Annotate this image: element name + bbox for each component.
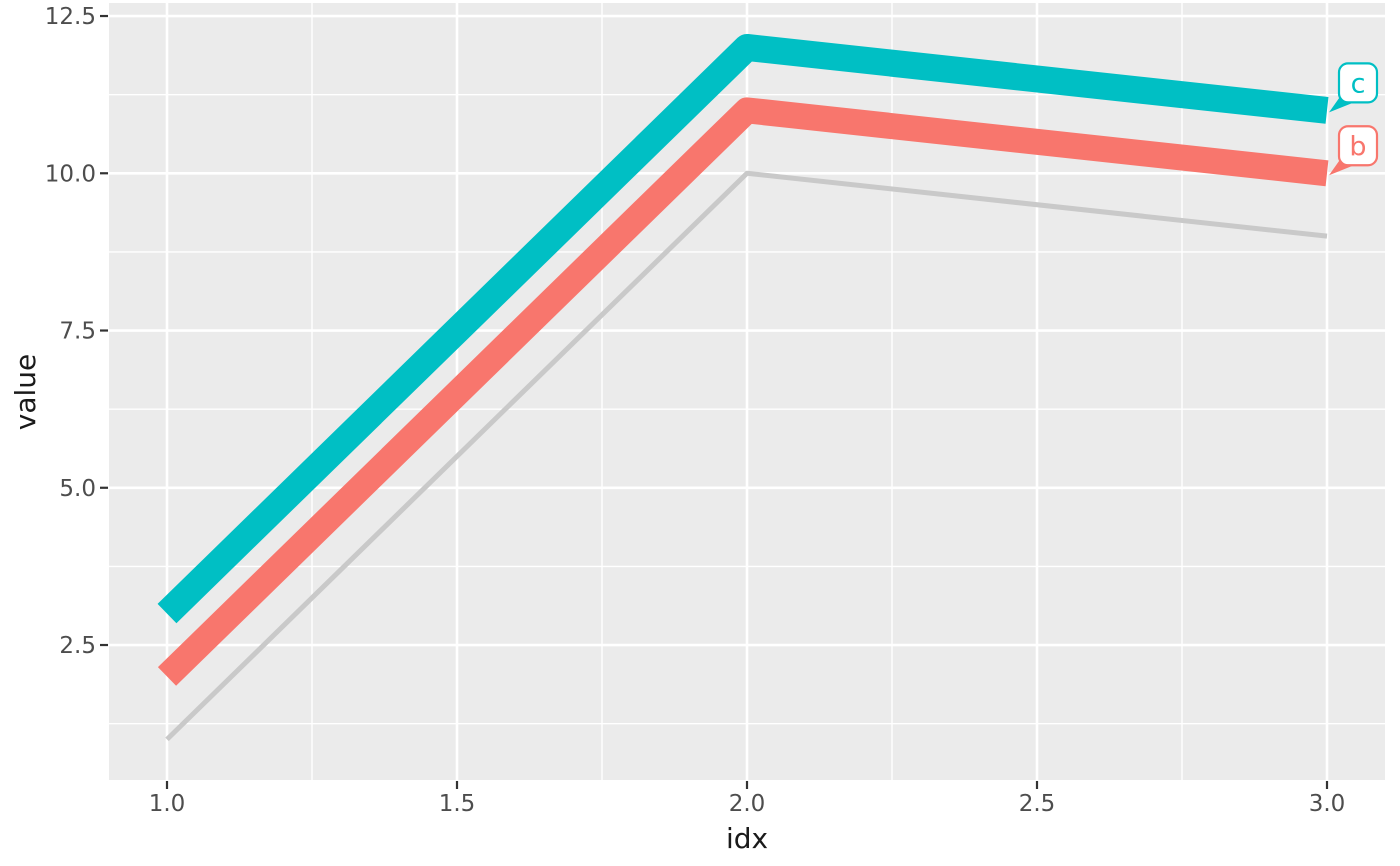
x-tick-label: 2.5 bbox=[1019, 791, 1056, 817]
series-label-text: c bbox=[1351, 68, 1366, 99]
x-tick-label: 2.0 bbox=[729, 791, 766, 817]
series-label-b: b bbox=[1329, 125, 1379, 176]
y-tick-label: 12.5 bbox=[45, 4, 96, 30]
axis-ticks bbox=[100, 14, 1329, 789]
x-tick-label: 1.5 bbox=[439, 791, 476, 817]
y-tick-label: 5.0 bbox=[59, 476, 96, 502]
series-label-box bbox=[1337, 125, 1379, 167]
y-tick-label: 10.0 bbox=[45, 161, 96, 187]
series-end-labels: bc bbox=[1329, 62, 1379, 176]
series-line-b bbox=[157, 97, 1329, 686]
axis-tick-labels: 1.0 1.5 2.0 2.5 3.0 2.5 5.0 7.5 10.0 12.5 bbox=[45, 4, 1346, 817]
x-axis-title: idx bbox=[726, 822, 768, 855]
panel-group: bc bbox=[109, 3, 1385, 780]
series-line-a bbox=[165, 170, 1328, 742]
series-label-text: b bbox=[1349, 131, 1366, 162]
series-lines bbox=[157, 33, 1329, 742]
x-tick-label: 1.0 bbox=[149, 791, 186, 817]
x-tick-label: 3.0 bbox=[1309, 791, 1346, 817]
y-tick-label: 2.5 bbox=[59, 633, 96, 659]
series-label-box bbox=[1337, 62, 1379, 104]
series-label-c: c bbox=[1329, 62, 1379, 113]
y-tick-label: 7.5 bbox=[59, 319, 96, 345]
y-axis-title: value bbox=[9, 354, 42, 430]
series-line-c bbox=[157, 33, 1329, 624]
